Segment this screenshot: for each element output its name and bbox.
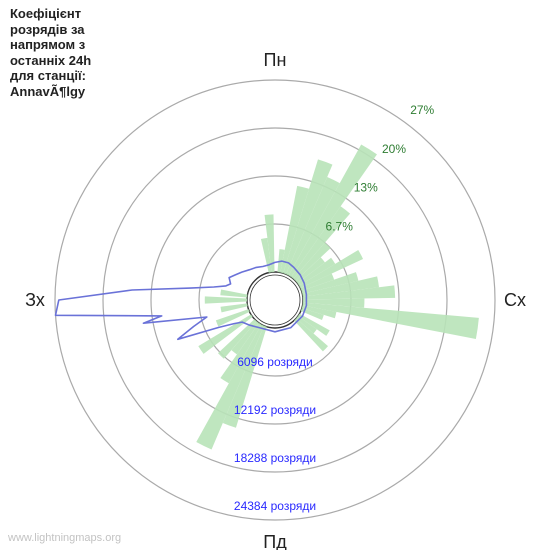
credit-text: www.lightningmaps.org	[8, 532, 121, 544]
pct-label: 13%	[354, 181, 378, 195]
direction-bar	[205, 296, 247, 303]
ring-count-label: 6096 розряди	[237, 355, 313, 369]
pct-label: 20%	[382, 142, 406, 156]
chart-wrapper: { "title_lines": ["Коефіцієнт", "розряді…	[0, 0, 550, 550]
hub	[247, 272, 303, 328]
compass-label: Пд	[263, 532, 287, 550]
ring-count-label: 24384 розряди	[234, 499, 316, 513]
pct-label: 6.7%	[326, 219, 354, 233]
ring-count-label: 18288 розряди	[234, 451, 316, 465]
compass-label: Зх	[25, 290, 45, 310]
compass-label: Пн	[264, 50, 287, 70]
pct-label: 27%	[410, 103, 434, 117]
compass-label: Сх	[504, 290, 526, 310]
direction-bar	[302, 302, 478, 339]
direction-bar	[220, 290, 247, 298]
chart-title: Коефіцієнт розрядів за напрямом з останн…	[10, 6, 91, 100]
ring-count-label: 12192 розряди	[234, 403, 316, 417]
